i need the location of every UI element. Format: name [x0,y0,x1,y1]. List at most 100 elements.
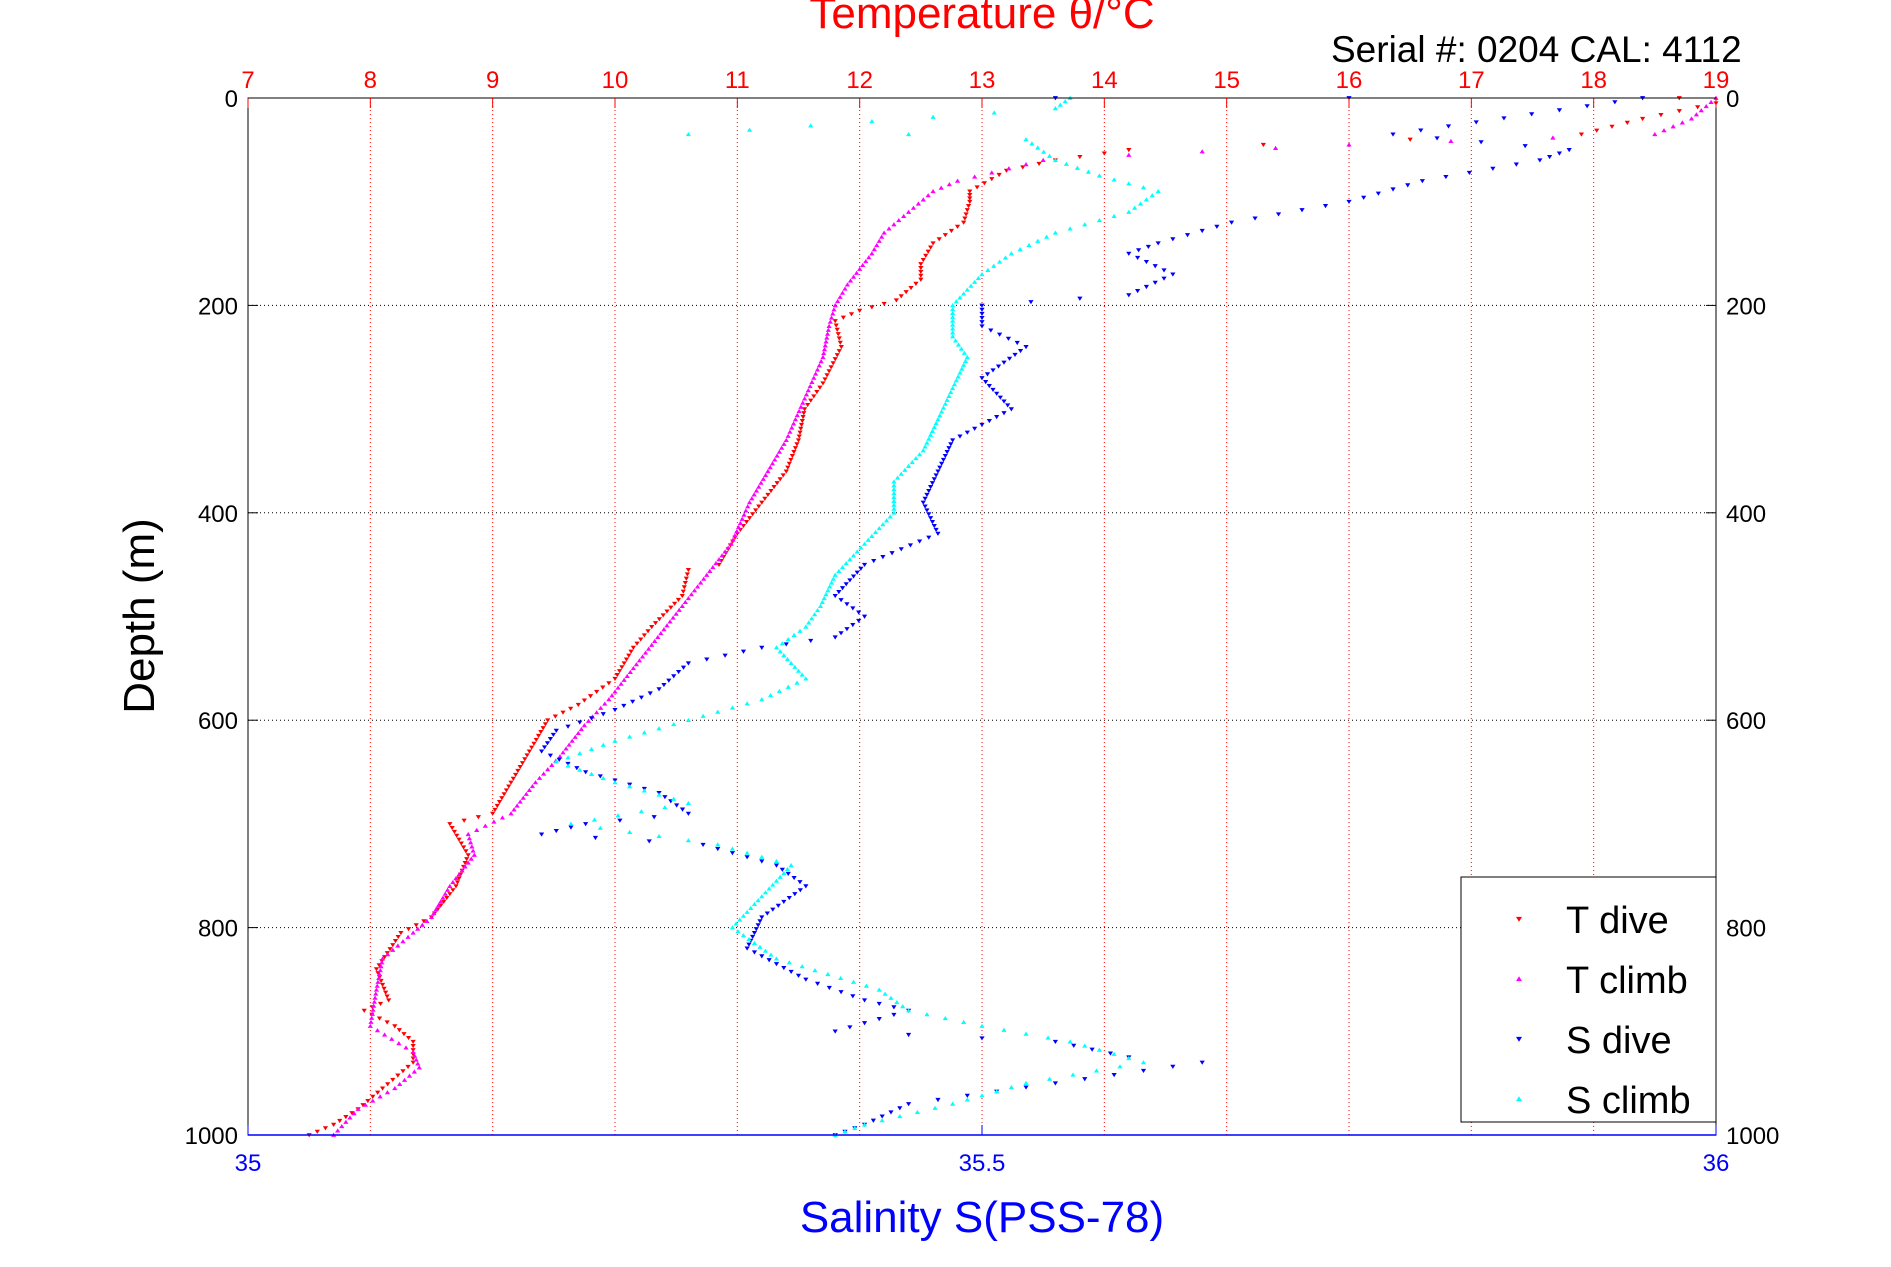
data-point [314,1129,320,1134]
data-point [832,319,838,324]
data-point [685,568,691,573]
data-point [700,713,706,718]
data-point [809,379,815,384]
data-point [642,650,649,655]
data-point [1419,179,1425,184]
data-point [1117,1064,1123,1069]
data-point [459,868,465,873]
data-point [933,527,939,532]
data-point [565,763,571,768]
temperature-tick-label: 10 [602,67,629,94]
data-point [766,886,772,891]
data-point [396,1041,402,1046]
series-s-dive [539,96,1646,1138]
data-point [447,822,453,827]
data-point [836,336,842,341]
data-point [1145,244,1151,249]
data-point [759,859,765,864]
data-point [923,253,929,258]
data-point [863,258,869,264]
data-point [799,964,805,969]
data-point [410,1039,416,1045]
data-point [808,123,814,128]
data-point [673,611,679,616]
data-point [621,703,627,709]
data-point [652,638,658,643]
data-point [392,1085,398,1091]
data-point [1490,166,1496,171]
data-point [785,636,791,642]
data-point [824,373,830,378]
data-point [1418,128,1424,133]
data-point [424,918,430,923]
data-point [536,775,543,780]
data-point [836,568,842,573]
data-point [953,378,959,383]
data-point [800,400,806,405]
data-point [395,943,401,948]
data-point [950,438,956,443]
data-point [668,605,674,610]
data-point [964,208,970,213]
data-point [917,539,923,544]
data-point [773,863,780,868]
data-point [928,485,934,490]
data-point [894,999,900,1005]
data-point [856,610,862,615]
data-point [1006,166,1012,171]
data-point [406,1073,413,1078]
data-point [638,695,645,700]
data-point [744,850,750,855]
data-point [1566,148,1572,153]
depth-tick-label-right: 200 [1726,293,1766,320]
data-point [780,473,786,478]
data-point [553,828,559,834]
data-point [421,919,427,924]
data-point [925,249,931,254]
data-point [377,1001,384,1006]
data-point [812,968,818,973]
chart-title: Temperature θ/°C [809,0,1154,38]
data-point [355,1106,361,1111]
data-point [680,589,686,594]
data-point [679,593,685,599]
data-point [985,267,991,272]
data-point [838,975,844,980]
data-point [1014,340,1020,346]
data-point [1260,142,1266,148]
data-point [627,784,633,789]
data-point [876,1017,882,1022]
data-point [751,901,758,907]
data-point [837,340,843,345]
data-point [979,307,985,312]
data-point [461,818,467,823]
data-point [540,726,546,731]
data-point [789,425,795,430]
data-point [739,516,745,521]
data-point [759,500,765,505]
data-point [438,899,444,904]
data-point [566,742,572,747]
data-point [900,1004,906,1009]
data-point [854,570,860,575]
data-point [1077,154,1083,160]
data-point [474,827,480,832]
data-point [979,303,985,308]
data-point [958,346,965,351]
data-point [1096,1047,1103,1052]
data-point [361,1008,367,1013]
data-point [775,903,781,908]
data-point [1624,120,1630,125]
data-point [1695,105,1701,110]
data-point [1035,238,1041,243]
data-point [957,295,963,300]
data-point [843,582,849,587]
data-point [942,233,948,238]
data-point [379,960,385,965]
data-point [751,940,758,945]
data-point [832,593,838,599]
data-point [832,357,838,362]
data-point [468,840,474,845]
data-point [785,871,791,877]
data-point [848,312,855,317]
